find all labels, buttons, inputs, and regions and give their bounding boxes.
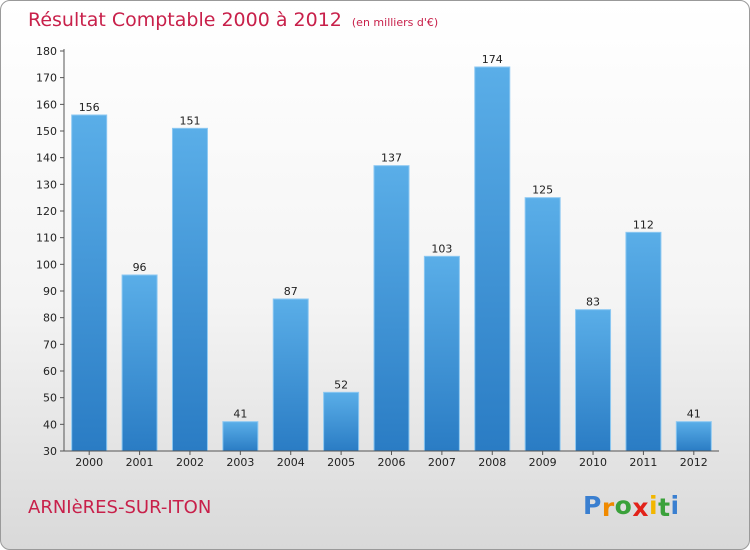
bar-value-label: 125 <box>532 184 553 197</box>
bar-value-label: 174 <box>482 53 503 66</box>
bar-value-label: 137 <box>381 152 402 165</box>
bar-2008 <box>474 66 511 452</box>
y-tick-label: 30 <box>43 445 57 458</box>
bar-2009 <box>524 197 561 452</box>
y-tick-label: 170 <box>36 72 57 85</box>
x-tick-label: 2000 <box>75 456 103 469</box>
bar-2011 <box>625 231 662 452</box>
logo-letter: o <box>614 491 633 520</box>
logo-letter: t <box>658 493 671 522</box>
x-tick-label: 2011 <box>629 456 657 469</box>
bar-2012 <box>675 421 712 452</box>
bar-value-label: 41 <box>233 408 247 421</box>
bar-value-label: 151 <box>179 114 200 127</box>
y-tick-label: 80 <box>43 312 57 325</box>
y-tick-label: 150 <box>36 125 57 138</box>
y-tick-label: 50 <box>43 392 57 405</box>
y-tick-label: 160 <box>36 98 57 111</box>
x-tick-label: 2004 <box>277 456 305 469</box>
y-tick-label: 70 <box>43 338 57 351</box>
bar-2004 <box>272 298 309 452</box>
bar-2005 <box>323 391 360 452</box>
y-tick-label: 40 <box>43 418 57 431</box>
bar-2007 <box>423 255 460 452</box>
logo-letter: r <box>601 493 615 522</box>
chart-subtitle: (en milliers d'€) <box>351 16 439 29</box>
proxiti-logo: Proxiti <box>583 491 680 522</box>
bar-value-label: 156 <box>79 101 100 114</box>
bar-value-label: 103 <box>431 242 452 255</box>
x-tick-label: 2007 <box>428 456 456 469</box>
logo-letter: P <box>583 491 602 520</box>
logo-letter: x <box>632 493 649 522</box>
bar-value-label: 96 <box>133 261 147 274</box>
bar-2010 <box>575 309 612 452</box>
x-tick-label: 2008 <box>478 456 506 469</box>
x-tick-label: 2006 <box>378 456 406 469</box>
x-tick-label: 2001 <box>126 456 154 469</box>
x-tick-label: 2005 <box>327 456 355 469</box>
y-tick-label: 180 <box>36 45 57 58</box>
y-tick-label: 110 <box>36 232 57 245</box>
bar-value-label: 41 <box>687 408 701 421</box>
bar-2006 <box>373 165 410 452</box>
bar-2000 <box>71 114 108 452</box>
y-tick-label: 130 <box>36 178 57 191</box>
logo-letter: i <box>649 491 659 520</box>
x-tick-label: 2003 <box>226 456 254 469</box>
x-tick-label: 2010 <box>579 456 607 469</box>
bars: 156 96 151 41 87 52 137 103 174 125 83 112 41 <box>71 53 712 452</box>
y-tick-label: 60 <box>43 365 57 378</box>
bar-2003 <box>222 421 259 452</box>
y-tick-label: 100 <box>36 258 57 271</box>
x-tick-label: 2002 <box>176 456 204 469</box>
location-name: ARNIèRES-SUR-ITON <box>28 497 212 518</box>
bar-value-label: 112 <box>633 218 654 231</box>
chart-title-text: Résultat Comptable 2000 à 2012 <box>28 9 342 31</box>
y-axis: 30 40 50 60 70 80 90 100 110 120 130 140 150 160 170 18… <box>36 45 65 458</box>
bar-2002 <box>171 127 208 452</box>
logo-letter: i <box>670 491 680 520</box>
x-tick-label: 2012 <box>680 456 708 469</box>
chart-title: Résultat Comptable 2000 à 2012 (en millie… <box>28 9 438 31</box>
bar-value-label: 83 <box>586 296 600 309</box>
y-tick-label: 120 <box>36 205 57 218</box>
bar-value-label: 52 <box>334 378 348 391</box>
x-axis: 2000 2001 2002 2003 2004 2005 2006 2007 2008 2009… <box>64 450 719 469</box>
bar-value-label: 87 <box>284 285 298 298</box>
y-tick-label: 140 <box>36 152 57 165</box>
x-tick-label: 2009 <box>529 456 557 469</box>
bar-2001 <box>121 274 158 452</box>
y-tick-label: 90 <box>43 285 57 298</box>
